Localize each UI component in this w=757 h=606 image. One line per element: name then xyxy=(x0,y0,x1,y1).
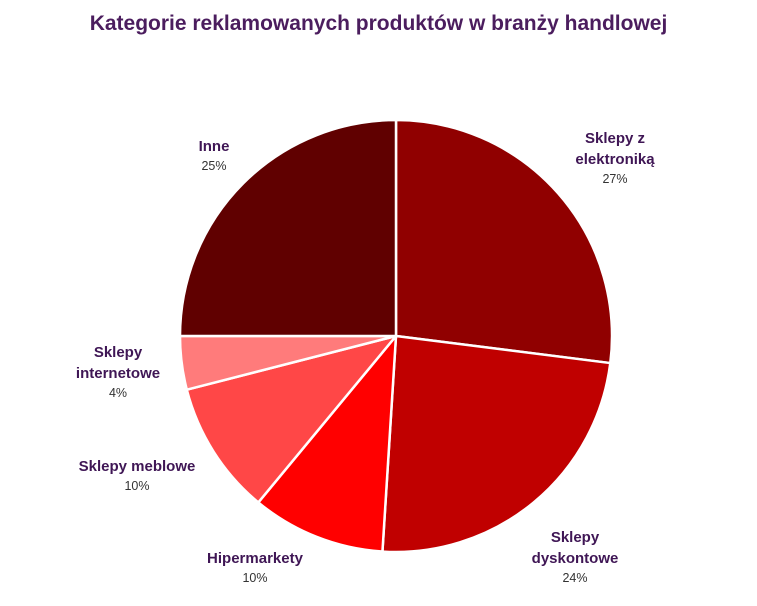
slice-value-label: 10% xyxy=(124,479,150,493)
slice-value-label: 27% xyxy=(602,172,628,186)
pie-slice xyxy=(381,334,612,554)
slice-value-label: 24% xyxy=(562,571,588,585)
slice-value-label: 4% xyxy=(108,386,128,400)
slice-label: Sklepy meblowe 10% xyxy=(57,456,217,495)
slice-category-label: Sklepy z xyxy=(584,130,646,147)
slice-category-label: Sklepy xyxy=(550,529,600,546)
slice-label: Sklepy dyskontowe 24% xyxy=(495,527,655,587)
pie-slice xyxy=(394,118,614,365)
pie-slice xyxy=(178,118,398,338)
slice-category-label: Inne xyxy=(198,138,230,155)
slice-category-label: elektroniką xyxy=(575,151,655,168)
slice-label: Inne 25% xyxy=(134,136,294,175)
chart-title: Kategorie reklamowanych produktów w bran… xyxy=(89,12,668,35)
pie-slice xyxy=(185,334,398,504)
slice-category-label: Sklepy xyxy=(93,344,143,361)
slice-label: Hipermarkety 10% xyxy=(175,548,335,587)
pie-slice xyxy=(257,334,398,553)
slice-category-label: Hipermarkety xyxy=(207,550,303,567)
slice-category-label: internetowe xyxy=(75,365,161,382)
slice-label: Sklepy z elektroniką 27% xyxy=(535,128,695,188)
slice-value-label: 10% xyxy=(242,571,268,585)
slice-category-label: Sklepy meblowe xyxy=(78,458,196,475)
slice-label: Sklepy internetowe 4% xyxy=(38,342,198,402)
slice-value-label: 25% xyxy=(201,159,227,173)
slice-category-label: dyskontowe xyxy=(531,550,619,567)
